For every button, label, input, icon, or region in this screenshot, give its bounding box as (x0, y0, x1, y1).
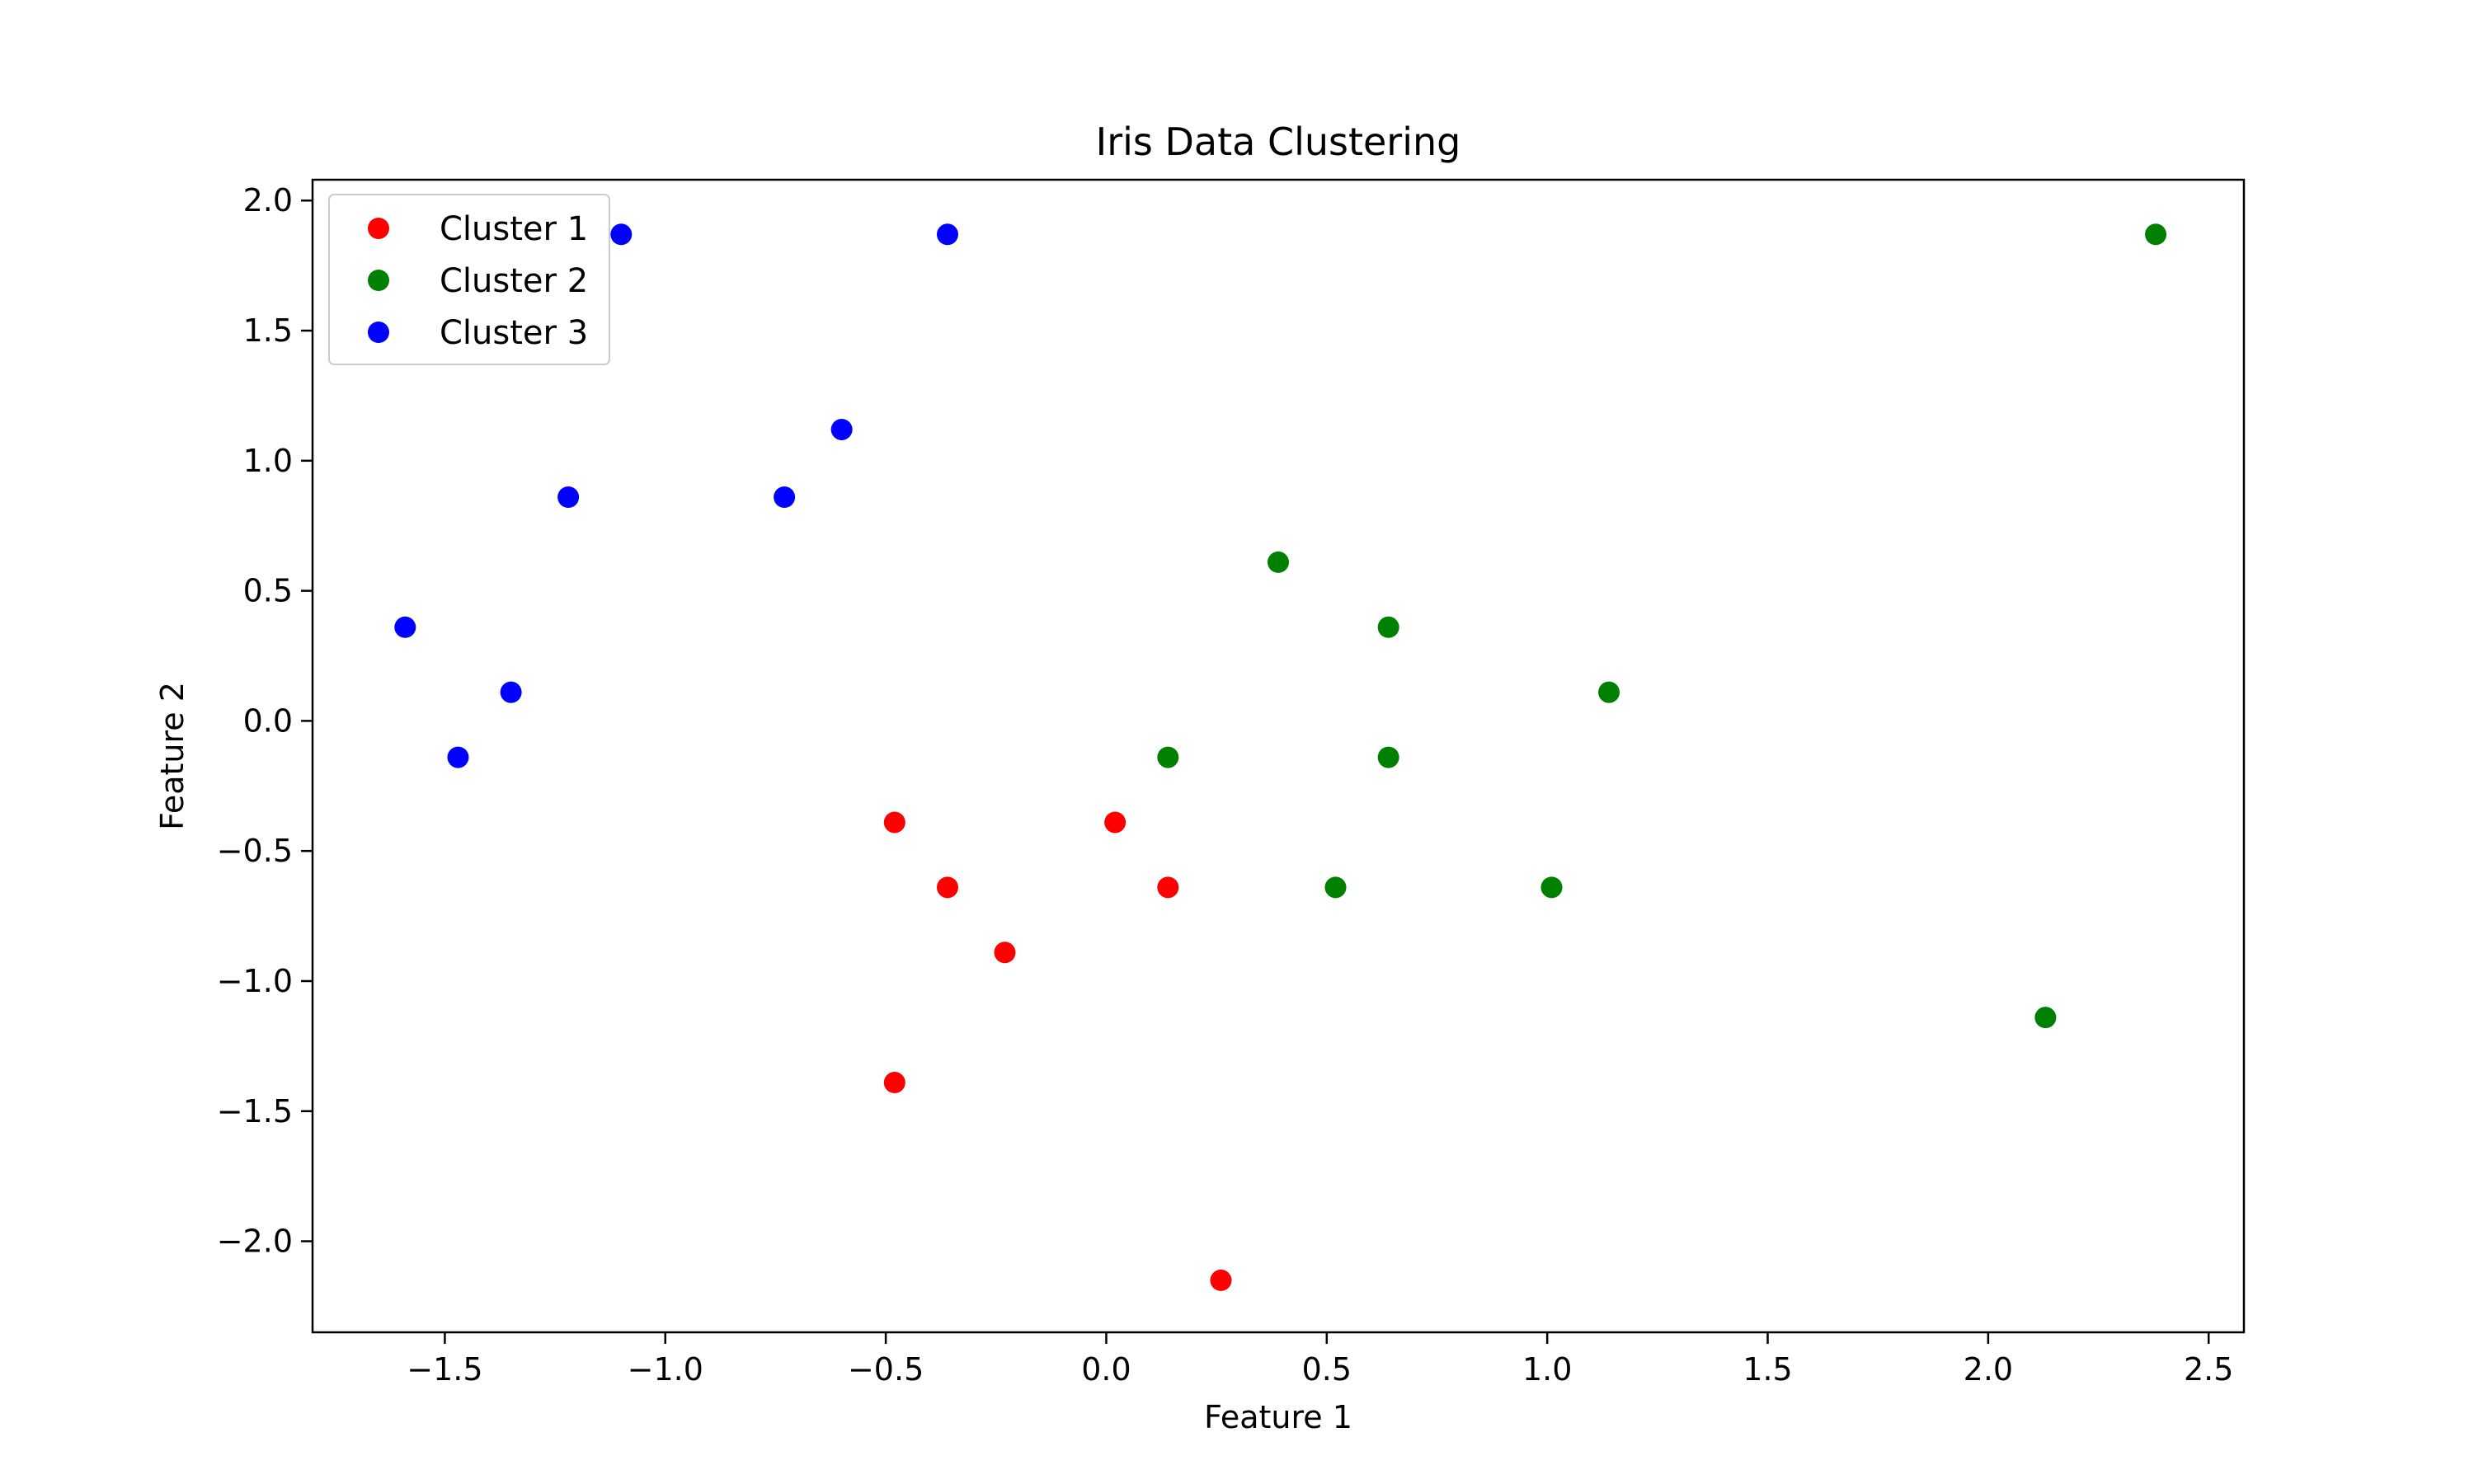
point-cluster-1 (994, 942, 1016, 964)
point-cluster-2 (1377, 746, 1399, 768)
legend-marker (368, 270, 389, 291)
point-cluster-1 (1157, 876, 1179, 899)
y-tick-label: 0.0 (243, 702, 293, 739)
y-axis-label: Feature 2 (154, 682, 190, 830)
legend-label: Cluster 3 (440, 314, 588, 352)
point-cluster-2 (1324, 876, 1347, 899)
point-cluster-3 (394, 616, 416, 638)
data-points (394, 223, 2167, 1291)
y-axis: 2.0 1.5 1.0 0.5 0.0 −0.5 −1.0 −1.5 −2.0 (217, 182, 313, 1260)
point-cluster-2 (1268, 551, 1289, 573)
chart-title: Iris Data Clustering (1096, 120, 1461, 164)
y-tick-label: −1.0 (217, 963, 293, 999)
x-axis: −1.5 −1.0 −0.5 0.0 0.5 1.0 1.5 2.0 2.5 (407, 1332, 2233, 1388)
x-tick-label: 2.0 (1964, 1351, 2013, 1388)
point-cluster-1 (936, 876, 958, 899)
point-cluster-1 (1210, 1269, 1232, 1291)
x-tick-label: −0.5 (848, 1351, 924, 1388)
point-cluster-3 (610, 223, 633, 246)
point-cluster-1 (883, 811, 905, 834)
legend-box (328, 194, 610, 365)
point-cluster-2 (2034, 1007, 2057, 1029)
x-tick-label: 0.0 (1081, 1351, 1131, 1388)
point-cluster-3 (830, 418, 853, 440)
x-tick-label: 1.0 (1522, 1351, 1572, 1388)
y-tick-label: −2.0 (217, 1223, 293, 1260)
y-tick-label: −1.5 (217, 1093, 293, 1129)
x-tick-label: 0.5 (1302, 1351, 1352, 1388)
point-cluster-2 (1598, 681, 1620, 703)
legend-label: Cluster 2 (440, 262, 588, 300)
point-cluster-3 (447, 746, 469, 768)
point-cluster-1 (883, 1072, 905, 1094)
point-cluster-2 (1157, 746, 1179, 768)
x-tick-label: −1.5 (407, 1351, 482, 1388)
plot-area (311, 178, 2246, 1334)
y-tick-label: 0.5 (243, 573, 293, 609)
point-cluster-2 (1540, 876, 1563, 899)
y-tick-label: 1.0 (243, 443, 293, 479)
legend-marker (368, 218, 389, 239)
y-tick-label: 2.0 (243, 182, 293, 218)
legend-label: Cluster 1 (440, 210, 588, 248)
legend-marker (368, 322, 389, 343)
point-cluster-2 (2145, 223, 2167, 246)
x-tick-label: 2.5 (2184, 1351, 2233, 1388)
x-tick-label: 1.5 (1743, 1351, 1792, 1388)
x-axis-label: Feature 1 (1204, 1399, 1352, 1435)
point-cluster-3 (500, 681, 522, 703)
point-cluster-3 (774, 486, 796, 509)
point-cluster-3 (557, 486, 580, 509)
y-tick-label: −0.5 (217, 833, 293, 869)
legend: Cluster 1 Cluster 2 Cluster 3 (328, 194, 610, 365)
point-cluster-3 (936, 223, 958, 246)
point-cluster-2 (1377, 616, 1399, 638)
point-cluster-1 (1104, 811, 1126, 834)
x-tick-label: −1.0 (628, 1351, 703, 1388)
y-tick-label: 1.5 (243, 312, 293, 349)
